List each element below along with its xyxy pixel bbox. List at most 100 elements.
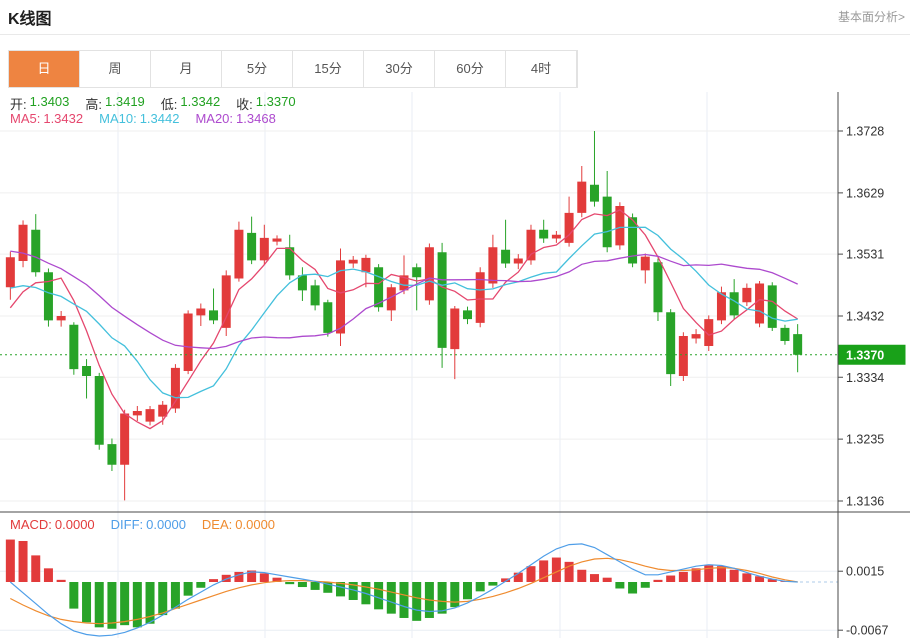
macd-bar	[158, 582, 168, 616]
macd-bar	[462, 582, 472, 600]
candle-body	[18, 224, 28, 261]
candle-body	[450, 308, 460, 350]
tab-30min[interactable]: 30分	[364, 51, 435, 87]
candle-body	[640, 256, 650, 271]
candle-body	[374, 267, 384, 308]
macd-bar	[615, 582, 625, 589]
candle-body	[678, 336, 688, 376]
macd-bar	[31, 555, 41, 582]
price-tick-label: 1.3235	[846, 433, 884, 447]
candle-body	[145, 409, 155, 422]
axis-labels: 1.3728 1.3629 1.3531 1.3432 1.3334 1.3235 1.31…	[846, 125, 888, 638]
candle-body	[628, 217, 638, 264]
macd-bar	[501, 578, 511, 582]
ma5-value: MA5: 1.3432	[10, 111, 84, 126]
macd-bar	[399, 582, 409, 618]
macd-bar	[678, 571, 688, 582]
candle-body	[247, 232, 257, 261]
macd-bar	[589, 574, 599, 582]
candle-body	[285, 247, 295, 276]
candle-body	[259, 237, 269, 261]
macd-bar	[437, 582, 447, 614]
candle-body	[94, 376, 104, 445]
candle-body	[780, 327, 790, 341]
macd-value: MACD: 0.0000	[10, 517, 95, 532]
price-tick-label: 1.3531	[846, 248, 884, 262]
macd-bar	[412, 582, 422, 621]
ohlc-legend: 开: 1.3403 高: 1.3419 低: 1.3342 收: 1.3370	[10, 94, 296, 113]
tab-60min[interactable]: 60分	[435, 51, 506, 87]
macd-bar	[183, 582, 193, 596]
candle-body	[513, 258, 523, 264]
ma-legend: MA5: 1.3432 MA10: 1.3442 MA20: 1.3468	[10, 111, 276, 126]
candle-body	[69, 324, 79, 370]
candle-body	[462, 310, 472, 320]
candle-body	[742, 287, 752, 303]
candle-body	[386, 287, 396, 311]
candle-body	[526, 229, 536, 261]
candle-body	[196, 308, 206, 316]
last-price-badge: 1.3370	[838, 344, 906, 365]
tab-4hour[interactable]: 4时	[506, 51, 577, 87]
tab-day[interactable]: 日	[9, 51, 80, 87]
ma20-line	[10, 250, 798, 350]
macd-bar	[247, 570, 257, 582]
macd-bar	[170, 582, 180, 609]
macd-bar	[259, 573, 269, 582]
macd-bar	[196, 582, 206, 588]
candle-body	[564, 212, 574, 243]
candle-body	[183, 313, 193, 371]
open-value: 开: 1.3403	[10, 94, 70, 112]
macd-bar	[450, 582, 460, 608]
candle-body	[551, 234, 561, 239]
dea-value: DEA: 0.0000	[201, 517, 276, 532]
candle-body	[615, 206, 625, 246]
last-price-badge-bg	[838, 344, 906, 365]
candle-body	[310, 285, 320, 306]
macd-bar	[145, 582, 155, 624]
candle-body	[501, 249, 511, 264]
macd-bar	[755, 576, 765, 582]
tab-5min[interactable]: 5分	[222, 51, 293, 87]
fundamental-analysis-link[interactable]: 基本面分析>	[837, 10, 905, 24]
macd-bar	[526, 566, 536, 582]
diff-line	[9, 543, 798, 637]
candle-body	[132, 411, 142, 416]
candle-body	[755, 283, 765, 324]
macd-bar	[475, 582, 485, 592]
page-title: K线图	[8, 11, 52, 28]
macd-bar	[742, 573, 752, 582]
macd-bar	[704, 565, 714, 582]
ma10-value: MA10: 1.3442	[99, 111, 180, 126]
candle-body	[704, 319, 714, 346]
tab-month[interactable]: 月	[151, 51, 222, 87]
macd-bar	[653, 579, 663, 582]
macd-bar	[272, 577, 282, 582]
candle-body	[361, 257, 371, 273]
candle-body	[209, 310, 219, 321]
macd-bar	[43, 568, 53, 582]
tab-15min[interactable]: 15分	[293, 51, 364, 87]
macd-bar	[69, 582, 79, 609]
macd-bar	[82, 582, 92, 623]
close-value: 收: 1.3370	[236, 94, 296, 112]
price-tick-label: 1.3629	[846, 186, 884, 200]
tab-week[interactable]: 周	[80, 51, 151, 87]
candle-body	[577, 181, 587, 213]
macd-tick-label: -0.0067	[846, 624, 888, 638]
macd-bar	[628, 582, 638, 594]
macd-bar	[297, 582, 307, 588]
macd-bar	[348, 582, 358, 600]
macd-bar	[310, 582, 320, 590]
macd-bar	[564, 561, 574, 582]
candle-body	[336, 260, 346, 334]
macd-bar	[602, 577, 612, 582]
candle-body	[107, 444, 117, 465]
macd-bar	[539, 560, 549, 582]
candle-body	[716, 292, 726, 321]
price-tick-label: 1.3334	[846, 371, 884, 385]
macd-bar	[666, 575, 676, 582]
low-value: 低: 1.3342	[160, 94, 221, 112]
last-price-label: 1.3370	[846, 348, 884, 362]
